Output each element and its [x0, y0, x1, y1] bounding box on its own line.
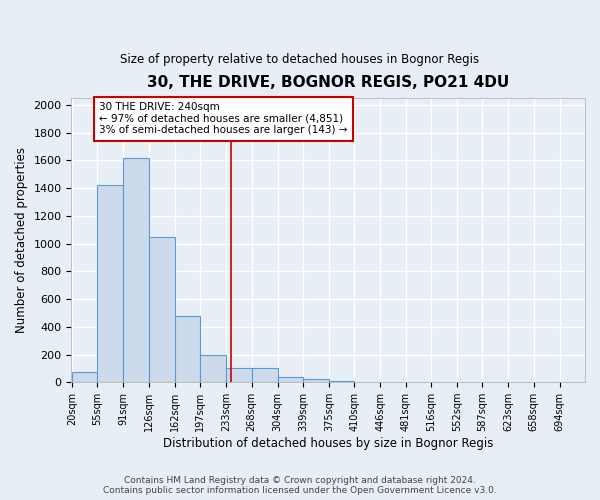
Title: 30, THE DRIVE, BOGNOR REGIS, PO21 4DU: 30, THE DRIVE, BOGNOR REGIS, PO21 4DU: [147, 75, 509, 90]
Bar: [175, 316, 200, 382]
Y-axis label: Number of detached properties: Number of detached properties: [15, 147, 28, 333]
Bar: [278, 378, 303, 382]
Text: Contains HM Land Registry data © Crown copyright and database right 2024.
Contai: Contains HM Land Registry data © Crown c…: [103, 476, 497, 495]
Text: 30 THE DRIVE: 240sqm
← 97% of detached houses are smaller (4,851)
3% of semi-det: 30 THE DRIVE: 240sqm ← 97% of detached h…: [99, 102, 347, 136]
Text: Size of property relative to detached houses in Bognor Regis: Size of property relative to detached ho…: [121, 52, 479, 66]
Bar: [251, 368, 278, 382]
Bar: [149, 236, 175, 382]
Bar: [329, 381, 354, 382]
X-axis label: Distribution of detached houses by size in Bognor Regis: Distribution of detached houses by size …: [163, 437, 493, 450]
Bar: [72, 372, 97, 382]
Bar: [303, 380, 329, 382]
Bar: [226, 368, 251, 382]
Bar: [124, 158, 149, 382]
Bar: [97, 186, 124, 382]
Bar: [200, 354, 226, 382]
